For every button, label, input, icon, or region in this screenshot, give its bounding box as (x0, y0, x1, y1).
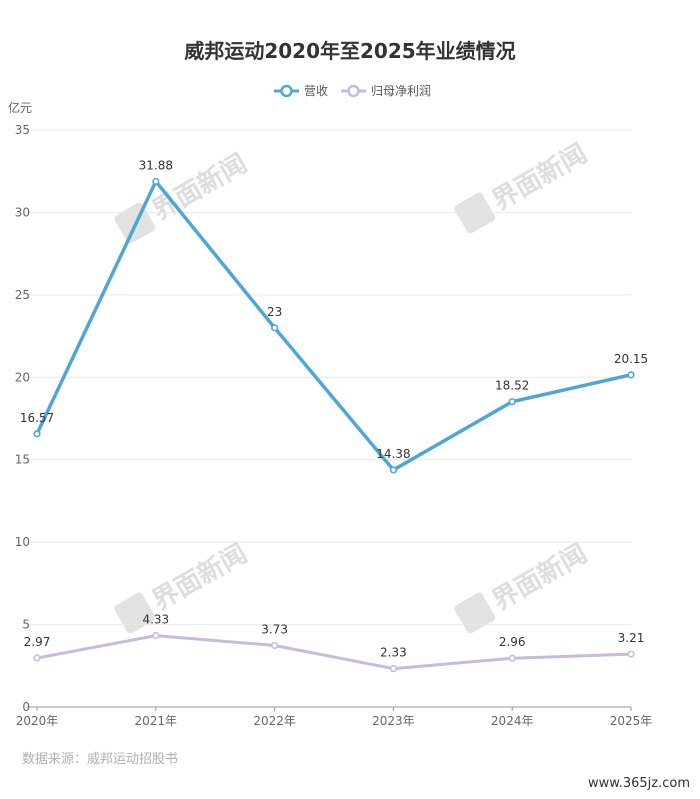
legend-profit-label: 归母净利润 (371, 84, 431, 98)
legend-profit-marker (347, 84, 360, 98)
y-tick-label: 20 (15, 370, 30, 384)
legend-item-profit[interactable]: 归母净利润 (341, 84, 431, 98)
y-tick-label: 15 (15, 453, 30, 467)
data-point[interactable] (33, 654, 41, 662)
x-tick-label: 2025年 (610, 714, 653, 728)
brand-logo-icon (454, 192, 496, 234)
data-label: 2.33 (380, 646, 407, 660)
data-point[interactable] (627, 371, 635, 379)
data-label: 18.52 (495, 379, 529, 393)
data-label: 20.15 (614, 352, 648, 366)
legend-item-revenue[interactable]: 营收 (274, 84, 328, 98)
x-axis-ticks: 2020年 2021年 2022年 2023年 2024年 2025年 (16, 707, 653, 728)
data-point[interactable] (271, 324, 279, 332)
legend-revenue-label: 营收 (304, 84, 328, 98)
data-point[interactable] (152, 177, 160, 186)
data-label: 14.38 (376, 447, 410, 461)
x-tick-label: 2020年 (16, 714, 59, 728)
chart-title: 威邦运动2020年至2025年业绩情况 (184, 39, 515, 63)
brand-watermark-text: 界面新闻 (487, 138, 593, 217)
data-point[interactable] (508, 398, 516, 406)
data-point[interactable] (389, 466, 398, 474)
legend: 营收 归母净利润 (274, 84, 431, 98)
y-tick-label: 25 (15, 288, 30, 302)
series-line (35, 634, 633, 671)
data-label: 3.21 (618, 631, 645, 645)
y-tick-label: 30 (15, 205, 30, 219)
y-tick-label: 35 (15, 123, 30, 137)
brand-watermark: 界面新闻 (114, 538, 253, 634)
y-tick-label: 10 (15, 535, 30, 549)
x-tick-label: 2023年 (372, 714, 415, 728)
x-tick-label: 2022年 (253, 714, 296, 728)
brand-watermark: 界面新闻 (454, 538, 593, 634)
data-point[interactable] (271, 641, 279, 650)
y-tick-label: 5 (22, 618, 30, 632)
legend-revenue-marker (280, 84, 293, 98)
brand-watermark: 界面新闻 (454, 138, 593, 234)
data-label: 3.73 (261, 623, 288, 637)
brand-watermark-text: 界面新闻 (147, 538, 253, 617)
x-tick-label: 2021年 (135, 714, 178, 728)
source-note: 数据来源：威邦运动招股书 (22, 752, 178, 767)
x-tick-label: 2024年 (491, 714, 534, 728)
y-axis-ticks: 0 5 10 15 20 25 30 35 (15, 123, 30, 714)
data-label: 2.96 (499, 635, 526, 649)
grid-lines (27, 129, 631, 708)
data-label: 4.33 (142, 613, 169, 627)
data-label: 2.97 (24, 635, 51, 649)
series-line (35, 179, 633, 472)
y-tick-label: 0 (22, 700, 30, 714)
data-point[interactable] (627, 650, 635, 658)
data-point[interactable] (152, 632, 160, 640)
data-point[interactable] (508, 654, 516, 662)
data-label: 31.88 (139, 158, 173, 172)
data-label: 16.57 (20, 411, 54, 425)
series-revenue: 16.57 31.88 23 14.38 18.52 20.15 (20, 158, 648, 474)
site-watermark: www.365jz.com (588, 776, 690, 791)
brand-logo-icon (114, 592, 156, 634)
y-axis-unit: 亿元 (8, 100, 32, 115)
brand-logo-icon (454, 592, 496, 634)
brand-watermark-text: 界面新闻 (487, 538, 593, 617)
data-point[interactable] (33, 430, 41, 438)
data-label: 23 (267, 305, 282, 319)
series-layer: 16.5731.882314.3818.5220.152.974.333.732… (20, 158, 648, 673)
series-profit: 2.97 4.33 3.73 2.33 2.96 3.21 (24, 613, 645, 673)
data-point[interactable] (389, 664, 398, 673)
